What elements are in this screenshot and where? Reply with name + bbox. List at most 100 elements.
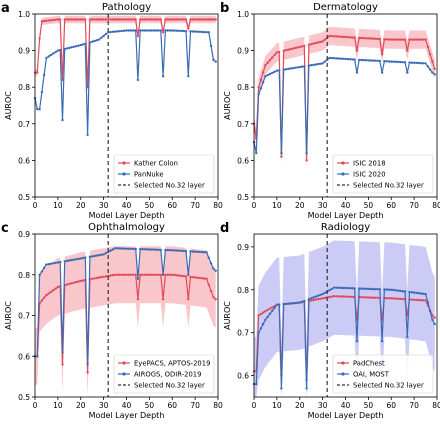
data-point: [127, 29, 130, 32]
data-point: [385, 288, 388, 291]
data-point: [353, 36, 356, 39]
data-point: [104, 18, 108, 21]
data-point: [182, 29, 185, 33]
data-point: [261, 322, 265, 326]
data-point: [319, 297, 322, 300]
data-point: [321, 62, 324, 65]
data-point: [335, 35, 338, 38]
data-point: [335, 286, 338, 289]
data-point: [310, 43, 313, 46]
data-point: [417, 38, 420, 41]
data-point: [392, 60, 395, 63]
data-point: [433, 322, 436, 326]
data-point: [287, 302, 290, 305]
data-point: [278, 69, 281, 72]
data-point: [141, 273, 144, 276]
data-point: [280, 151, 283, 155]
data-point: [268, 307, 272, 310]
data-point: [113, 18, 117, 21]
legend-label: Kather Colon: [134, 160, 178, 168]
data-point: [412, 298, 416, 301]
x-tick-label: 40: [122, 401, 132, 410]
data-point: [68, 282, 71, 286]
legend-box: [332, 154, 434, 194]
data-point: [362, 37, 365, 40]
data-point: [337, 286, 340, 289]
data-point: [139, 29, 142, 32]
data-point: [173, 18, 176, 21]
legend-swatch-marker: [341, 372, 345, 376]
data-point: [145, 18, 149, 21]
data-point: [47, 19, 50, 22]
data-point: [396, 38, 400, 41]
data-point: [56, 261, 60, 264]
data-point: [298, 65, 301, 69]
data-point: [431, 60, 434, 63]
legend-label: Selected No.32 layer: [353, 382, 424, 390]
data-point: [433, 316, 436, 319]
data-point: [175, 274, 178, 277]
data-point: [97, 18, 101, 21]
data-point: [40, 270, 44, 273]
data-point: [102, 275, 105, 278]
x-axis-label: Model Layer Depth: [308, 411, 384, 420]
data-point: [284, 68, 288, 71]
data-point: [330, 56, 333, 60]
data-point: [396, 297, 400, 300]
y-tick-label: 0.6: [18, 156, 30, 165]
data-point: [390, 60, 393, 63]
data-point: [310, 299, 313, 302]
data-point: [307, 64, 311, 67]
data-point: [150, 18, 153, 21]
x-tick-label: 80: [432, 401, 440, 410]
data-point: [111, 18, 115, 21]
data-point: [415, 291, 418, 295]
legend: ISIC 2018 ISIC 2020 Selected No.32 layer: [332, 154, 434, 194]
data-point: [364, 59, 368, 62]
data-point: [125, 247, 128, 250]
data-point: [123, 29, 126, 32]
data-point: [214, 18, 217, 21]
data-point: [387, 297, 391, 300]
data-point: [79, 18, 83, 21]
y-tick-label: 0.7: [237, 329, 249, 338]
data-point: [378, 37, 381, 41]
data-point: [145, 248, 149, 251]
data-point: [364, 37, 368, 40]
x-tick-label: 60: [167, 201, 177, 210]
data-point: [49, 19, 53, 22]
data-point: [296, 301, 299, 304]
data-point: [61, 351, 64, 354]
data-point: [168, 29, 172, 32]
data-point: [72, 281, 76, 284]
data-point: [109, 249, 112, 252]
data-point: [289, 47, 292, 51]
data-point: [205, 251, 208, 254]
data-point: [91, 18, 94, 21]
data-point: [63, 18, 66, 21]
data-point: [166, 29, 169, 32]
data-point: [264, 75, 267, 78]
y-tick-label: 0.6: [18, 352, 30, 361]
data-point: [95, 276, 99, 280]
data-point: [120, 18, 124, 21]
data-point: [332, 57, 336, 60]
legend-label: ISIC 2020: [353, 171, 386, 179]
data-point: [171, 18, 174, 21]
data-point: [339, 286, 343, 290]
data-point: [118, 273, 121, 276]
chart-panel-b: b Dermatology 0.5 0.6 0.7 0.8 0.9 1.0 0 10 20 30 40 5…: [220, 1, 440, 220]
data-point: [403, 290, 407, 293]
x-tick-label: 70: [409, 201, 419, 210]
data-point: [417, 292, 420, 295]
data-point: [123, 273, 126, 276]
data-point: [59, 48, 62, 52]
data-point: [72, 258, 76, 261]
data-point: [348, 58, 352, 61]
data-point: [159, 29, 162, 32]
data-point: [113, 273, 117, 276]
data-point: [419, 62, 423, 65]
data-point: [177, 29, 181, 32]
y-axis-label: AUROC: [223, 91, 232, 120]
data-point: [134, 247, 137, 251]
